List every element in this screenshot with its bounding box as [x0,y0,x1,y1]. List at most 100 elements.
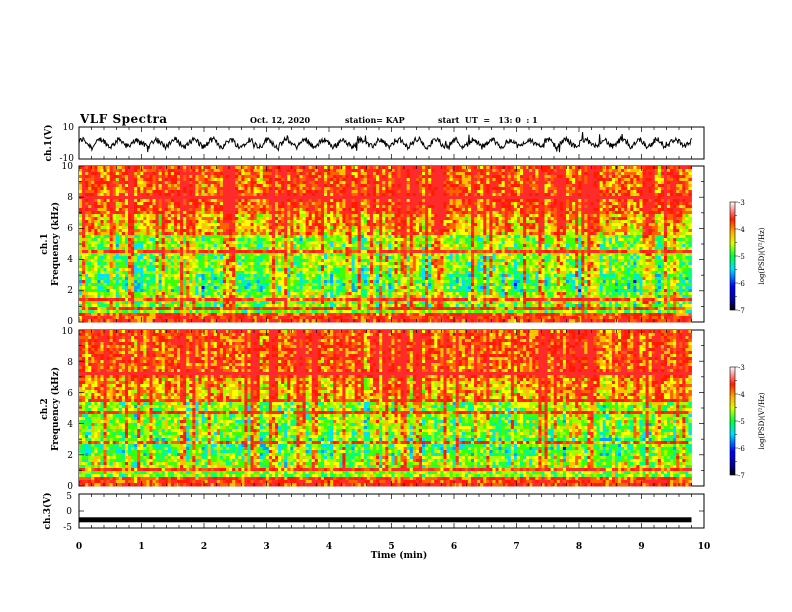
spectrogram-cell [516,202,521,206]
spectrogram-cell [507,172,512,176]
spectrogram-cell [296,166,300,170]
spectrogram-cell [415,229,420,233]
spectrogram-cell [134,232,138,236]
spectrogram-cell [670,169,674,173]
spectrogram-cell [369,178,374,182]
spectrogram-cell [333,190,337,194]
spectrogram-cell [207,169,212,173]
spectrogram-cell [268,172,273,176]
spectrogram-cell [394,229,398,233]
spectrogram-cell [685,193,689,197]
spectrogram-cell [385,178,389,182]
spectrogram-cell [400,232,405,236]
spectrogram-cell [572,211,576,215]
spectrogram-cell [216,217,221,221]
spectrogram-cell [575,193,579,197]
spectrogram-cell [403,175,408,179]
spectrogram-cell [553,178,558,182]
spectrogram-cell [195,187,199,191]
spectrogram-cell [480,175,484,179]
spectrogram-cell [614,217,619,221]
spectrogram-cell [128,169,132,173]
spectrogram-cell [207,181,212,185]
spectrogram-cell [483,166,487,170]
spectrogram-cell [290,199,294,203]
spectrogram-cell [235,214,239,218]
spectrogram-cell [501,175,506,179]
spectrogram-cell [667,226,671,230]
spectrogram-cell [284,190,288,194]
spectrogram-cell [388,211,392,215]
spectrogram-cell [458,193,463,197]
spectrogram-cell [474,223,478,227]
spectrogram-cell [532,205,536,209]
spectrogram-cell [281,199,285,203]
spectrogram-cell [397,226,401,230]
spectrogram-cell [219,232,224,236]
spectrogram-cell [180,214,184,218]
spectrogram-cell [177,220,181,224]
spectrogram-cell [226,229,230,233]
spectrogram-cell [618,169,622,173]
spectrogram-cell [112,166,117,170]
spectrogram-cell [357,211,362,215]
spectrogram-cell [167,172,172,176]
spectrogram-cell [134,190,138,194]
spectrogram-cell [314,199,319,203]
spectrogram-cell [320,232,325,236]
spectrogram-cell [474,169,478,173]
spectrogram-cell [124,238,129,242]
spectrogram-cell [189,229,193,233]
spectrogram-cell [663,211,668,215]
spectrogram-cell [633,172,637,176]
spectrogram-cell [409,190,414,194]
spectrogram-cell [247,196,251,200]
spectrogram-cell [204,220,209,224]
spectrogram-cell [510,232,515,236]
spectrogram-cell [177,190,181,194]
spectrogram-cell [124,217,129,221]
spectrogram-cell [287,238,291,242]
spectrogram-cell [434,172,438,176]
spectrogram-cell [216,187,221,191]
spectrogram-cell [235,172,239,176]
spectrogram-cell [324,187,328,191]
spectrogram-cell [590,235,594,239]
spectrogram-cell [198,232,202,236]
spectrogram-cell [667,196,671,200]
spectrogram-cell [477,226,481,230]
spectrogram-cell [278,178,282,182]
spectrogram-cell [685,202,689,206]
spectrogram-cell [342,220,346,224]
spectrogram-cell [385,208,389,212]
spectrogram-cell [636,178,640,182]
spectrogram-cell [682,214,686,218]
spectrogram-cell [434,211,438,215]
spectrogram-cell [464,190,469,194]
spectrogram-cell [124,172,129,176]
spectrogram-cell [320,181,325,185]
spectrogram-cell [164,175,169,179]
spectrogram-cell [679,169,683,173]
spectrogram-cell [406,202,411,206]
spectrogram-cell [596,166,601,170]
spectrogram-cell [232,229,236,233]
spectrogram-cell [559,223,564,227]
spectrogram-cell [636,211,640,215]
spectrogram-cell [253,202,258,206]
spectrogram-cell [195,166,199,170]
spectrogram-cell [128,235,132,239]
spectrogram-cell [630,232,634,236]
spectrogram-cell [562,175,567,179]
spectrogram-cell [235,205,239,209]
spectrogram-cell [562,226,567,230]
spectrogram-cell [345,199,349,203]
spectrogram-cell [400,235,405,239]
spectrogram-cell [443,169,447,173]
spectrogram-cell [173,199,178,203]
spectrogram-cell [584,196,588,200]
spectrogram-cell [639,196,643,200]
spectrogram-cell [373,223,377,227]
spectrogram-cell [94,169,98,173]
spectrogram-cell [425,229,429,233]
